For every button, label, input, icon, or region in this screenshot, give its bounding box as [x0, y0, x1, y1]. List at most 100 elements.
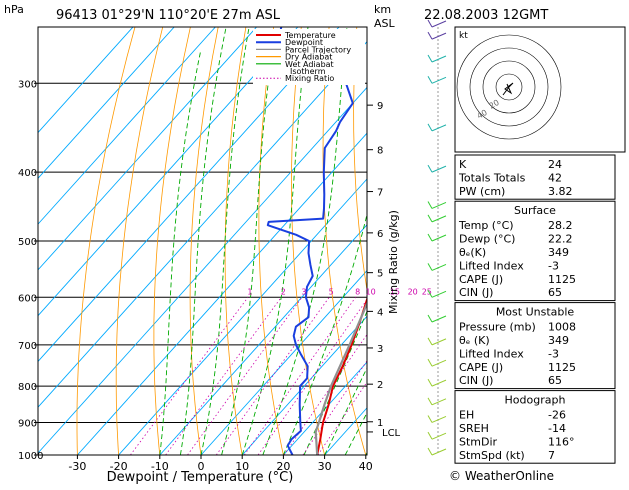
hodograph-ring	[469, 47, 549, 127]
series-dewpoint	[266, 27, 354, 455]
wind-barb-flag	[427, 290, 433, 298]
datetime-label: 22.08.2003 12GMT	[424, 8, 548, 23]
mixing-ratio-axis-label: Mixing Ratio (g/kg)	[387, 210, 400, 314]
wind-barb-flag	[427, 233, 433, 242]
wind-barb	[431, 165, 447, 173]
indices-block	[454, 200, 616, 302]
pressure-tick-label: 400	[18, 168, 37, 179]
indices-row-label: SREH	[459, 422, 489, 435]
indices-row-value: 28.2	[548, 219, 573, 232]
dry-adiabat	[189, 27, 219, 455]
series-temperature	[316, 295, 367, 455]
isotherm-line	[118, 178, 367, 455]
temp-tick-label: 10	[235, 460, 249, 473]
indices-row-value: 22.2	[548, 233, 573, 246]
mixing-ratio-label: 10	[365, 287, 375, 296]
wind-barb	[431, 398, 447, 406]
wind-barb	[431, 215, 447, 223]
hodograph-ring-label: 40	[476, 108, 489, 121]
indices-row-label: CAPE (J)	[459, 361, 503, 374]
wind-barb	[431, 379, 447, 387]
temp-tick-label: 0	[198, 460, 205, 473]
km-tick-label: 5	[377, 269, 383, 280]
temp-tick-label: 40	[359, 460, 373, 473]
dry-adiabat	[76, 27, 136, 455]
pressure-unit-label: hPa	[4, 3, 24, 16]
indices-row-label: StmSpd (kt)	[459, 449, 525, 462]
indices-row-label: Pressure (mb)	[459, 321, 536, 334]
indices-block-title: Surface	[514, 204, 556, 217]
pressure-tick-label: 500	[18, 237, 37, 248]
km-label: km	[374, 3, 391, 16]
wind-barb-flag	[427, 19, 433, 28]
wind-barb	[431, 359, 447, 367]
wind-barb	[431, 20, 447, 28]
mixing-ratio-line	[243, 297, 356, 455]
indices-row-value: -3	[548, 347, 559, 360]
asl-label: ASL	[374, 17, 396, 30]
wind-barb-flag	[427, 337, 433, 346]
indices-row-value: 349	[548, 246, 569, 259]
hodograph-ring	[482, 60, 536, 114]
temp-tick-label: 30	[318, 460, 332, 473]
km-tick-label: LCL	[382, 428, 401, 439]
wet-adiabat	[159, 50, 202, 455]
dry-adiabat	[224, 27, 247, 455]
temp-tick-label: -20	[110, 460, 128, 473]
legend-label: Isotherm	[290, 67, 326, 76]
indices-row-value: 3.82	[548, 185, 573, 198]
series-parcel-trajectory	[314, 300, 367, 455]
wind-barb-flag	[427, 31, 433, 40]
pressure-tick-label: 1000	[18, 451, 43, 462]
wind-barb-flag	[427, 214, 433, 223]
indices-row-value: 24	[548, 158, 562, 171]
wind-barb	[431, 32, 447, 40]
indices-row-value: -14	[548, 422, 566, 435]
mixing-ratio-label: 3	[301, 287, 306, 296]
isotherm-line	[38, 27, 134, 134]
wind-profile	[427, 19, 447, 456]
isotherm-line	[38, 27, 175, 180]
mixing-ratio-line	[215, 297, 330, 455]
dry-adiabat	[322, 27, 367, 455]
indices-row-label: Temp (°C)	[458, 219, 514, 232]
legend-label: Mixing Ratio	[285, 74, 334, 83]
indices-table: K 24 Totals Totals 42 PW (cm) 3.82 SurfaceTemp…	[454, 154, 616, 464]
indices-row-label: Lifted Index	[459, 259, 524, 272]
indices-row-value: 1125	[548, 361, 576, 374]
wind-barb-flag	[427, 123, 433, 132]
hodograph-unit-label: kt	[459, 31, 468, 41]
indices-row-label: PW (cm)	[459, 185, 505, 198]
mixing-ratio-line	[257, 298, 367, 455]
indices-row-value: 1008	[548, 321, 576, 334]
wind-barb	[431, 202, 447, 209]
indices-row-value: 65	[548, 286, 562, 299]
temp-tick-label: -30	[68, 460, 86, 473]
dry-adiabat	[153, 27, 191, 455]
hodograph-ring	[456, 34, 562, 140]
isotherm-line	[38, 86, 367, 454]
indices-block-title: Hodograph	[505, 394, 566, 407]
wind-barb	[431, 124, 447, 132]
wind-barb-flag	[427, 263, 433, 271]
wind-barb-flag	[427, 431, 433, 440]
mixing-ratio-label: 1	[247, 287, 252, 296]
indices-row-label: θₑ(K)	[459, 246, 486, 259]
legend-label: Dewpoint	[285, 38, 323, 47]
pressure-tick-label: 300	[18, 79, 37, 90]
indices-row-value: 65	[548, 374, 562, 387]
km-tick-label: 6	[377, 229, 383, 240]
hodograph-frame	[454, 26, 626, 153]
legend-label: Wet Adiabat	[285, 60, 334, 69]
indices-row-label: K	[459, 158, 467, 171]
legend-label: Dry Adiabat	[285, 53, 332, 62]
km-tick-label: 8	[377, 146, 383, 157]
indices-row-value: 7	[548, 449, 555, 462]
wind-barb-flag	[427, 54, 433, 63]
dry-adiabat	[353, 27, 367, 293]
dry-adiabat	[291, 27, 325, 455]
indices-row-label: Dewp (°C)	[459, 233, 515, 246]
